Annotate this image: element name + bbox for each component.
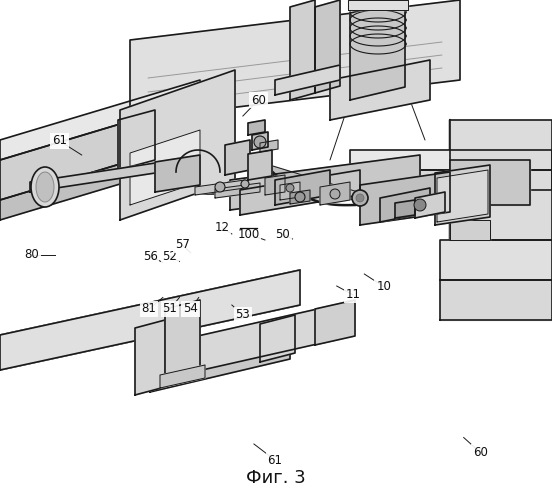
- Polygon shape: [350, 170, 552, 190]
- Polygon shape: [330, 60, 430, 120]
- Polygon shape: [415, 192, 445, 218]
- Polygon shape: [437, 170, 488, 222]
- Text: Фиг. 3: Фиг. 3: [246, 469, 306, 487]
- Circle shape: [356, 194, 364, 202]
- Ellipse shape: [36, 172, 54, 202]
- Polygon shape: [450, 160, 530, 205]
- Text: 50: 50: [275, 228, 290, 240]
- Polygon shape: [450, 120, 552, 240]
- Text: 10: 10: [376, 280, 391, 293]
- Text: 100: 100: [237, 228, 259, 240]
- Text: 11: 11: [346, 288, 361, 302]
- Polygon shape: [118, 110, 155, 170]
- Circle shape: [414, 199, 426, 211]
- Text: 81: 81: [142, 302, 156, 316]
- Polygon shape: [195, 180, 245, 195]
- Polygon shape: [275, 170, 330, 205]
- Polygon shape: [160, 365, 205, 388]
- Text: 60: 60: [251, 94, 266, 106]
- Polygon shape: [350, 0, 405, 100]
- Ellipse shape: [31, 167, 59, 207]
- Polygon shape: [248, 150, 272, 180]
- Text: 61: 61: [52, 134, 67, 147]
- Polygon shape: [150, 342, 290, 392]
- Polygon shape: [265, 175, 285, 195]
- Polygon shape: [225, 140, 250, 175]
- Polygon shape: [320, 182, 350, 205]
- Polygon shape: [450, 220, 490, 240]
- Polygon shape: [120, 70, 235, 220]
- Polygon shape: [280, 182, 300, 200]
- Circle shape: [295, 192, 305, 202]
- Polygon shape: [150, 325, 290, 375]
- Polygon shape: [275, 65, 340, 95]
- Polygon shape: [130, 0, 460, 120]
- Polygon shape: [380, 188, 430, 222]
- Text: 54: 54: [183, 302, 198, 316]
- Polygon shape: [260, 315, 295, 362]
- Circle shape: [254, 136, 266, 148]
- Polygon shape: [395, 200, 415, 218]
- Circle shape: [286, 184, 294, 192]
- Polygon shape: [230, 155, 420, 210]
- Text: 61: 61: [267, 454, 283, 466]
- Text: 60: 60: [473, 446, 487, 459]
- Polygon shape: [315, 300, 355, 345]
- Polygon shape: [440, 240, 552, 280]
- Polygon shape: [0, 270, 300, 370]
- Circle shape: [352, 190, 368, 206]
- Text: 51: 51: [163, 302, 177, 316]
- Polygon shape: [290, 190, 310, 204]
- Text: 56: 56: [143, 250, 157, 262]
- Polygon shape: [0, 140, 200, 220]
- Polygon shape: [315, 0, 340, 93]
- Polygon shape: [215, 183, 260, 198]
- Text: 80: 80: [25, 248, 39, 262]
- Polygon shape: [248, 120, 265, 135]
- Polygon shape: [240, 170, 360, 215]
- Polygon shape: [253, 160, 360, 202]
- Text: 52: 52: [163, 250, 177, 262]
- Polygon shape: [30, 160, 175, 192]
- Circle shape: [241, 180, 249, 188]
- Polygon shape: [130, 130, 200, 205]
- Polygon shape: [348, 0, 408, 10]
- Polygon shape: [155, 155, 200, 192]
- Polygon shape: [350, 150, 552, 170]
- Polygon shape: [0, 80, 200, 160]
- Polygon shape: [290, 0, 315, 100]
- Text: 53: 53: [236, 308, 250, 322]
- Polygon shape: [252, 132, 268, 150]
- Polygon shape: [165, 300, 200, 382]
- Circle shape: [330, 189, 340, 199]
- Polygon shape: [180, 305, 335, 375]
- Polygon shape: [360, 172, 450, 225]
- Text: 12: 12: [214, 221, 230, 234]
- Polygon shape: [440, 280, 552, 320]
- Text: 57: 57: [175, 238, 189, 252]
- Polygon shape: [260, 140, 278, 152]
- Polygon shape: [135, 320, 165, 395]
- Polygon shape: [435, 165, 490, 225]
- Polygon shape: [0, 100, 200, 200]
- Circle shape: [215, 182, 225, 192]
